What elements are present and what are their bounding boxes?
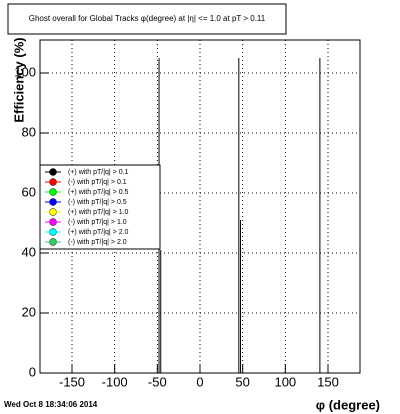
x-tick-label: 0 xyxy=(196,374,203,389)
legend-label: (-) with pT/|q| > 2.0 xyxy=(68,239,127,246)
chart-title: Ghost overall for Global Tracks φ(degree… xyxy=(29,14,266,23)
legend-label: (+) with pT/|q| > 1.0 xyxy=(68,209,129,216)
x-tick-label: -100 xyxy=(102,374,128,389)
x-tick-label: 50 xyxy=(235,374,249,389)
legend-label: (-) with pT/|q| > 0.5 xyxy=(68,199,127,206)
y-tick-label: 80 xyxy=(22,124,36,139)
x-tick-label: 100 xyxy=(274,374,296,389)
y-tick-label: 0 xyxy=(29,364,36,379)
footer: Wed Oct 8 18:34:06 2014 xyxy=(4,400,98,409)
x-axis-label: φ (degree) xyxy=(316,397,380,412)
y-tick-label: 20 xyxy=(22,304,36,319)
legend-label: (+) with pT/|q| > 2.0 xyxy=(68,229,129,236)
title-box xyxy=(7,3,287,35)
x-tick-label: 150 xyxy=(317,374,339,389)
legend-label: (+) with pT/|q| > 0.5 xyxy=(68,189,129,196)
legend-label: (-) with pT/|q| > 1.0 xyxy=(68,219,127,226)
y-axis-label: Efficiency (%) xyxy=(11,37,26,122)
y-tick-label: 100 xyxy=(14,64,36,79)
y-tick-label: 40 xyxy=(22,244,36,259)
x-tick-label: -150 xyxy=(59,374,85,389)
legend-label: (+) with pT/|q| > 0.1 xyxy=(68,169,129,176)
legend-box xyxy=(39,164,161,250)
legend-label: (-) with pT/|q| > 0.1 xyxy=(68,179,127,186)
x-tick-label: -50 xyxy=(148,374,167,389)
y-tick-label: 60 xyxy=(22,184,36,199)
